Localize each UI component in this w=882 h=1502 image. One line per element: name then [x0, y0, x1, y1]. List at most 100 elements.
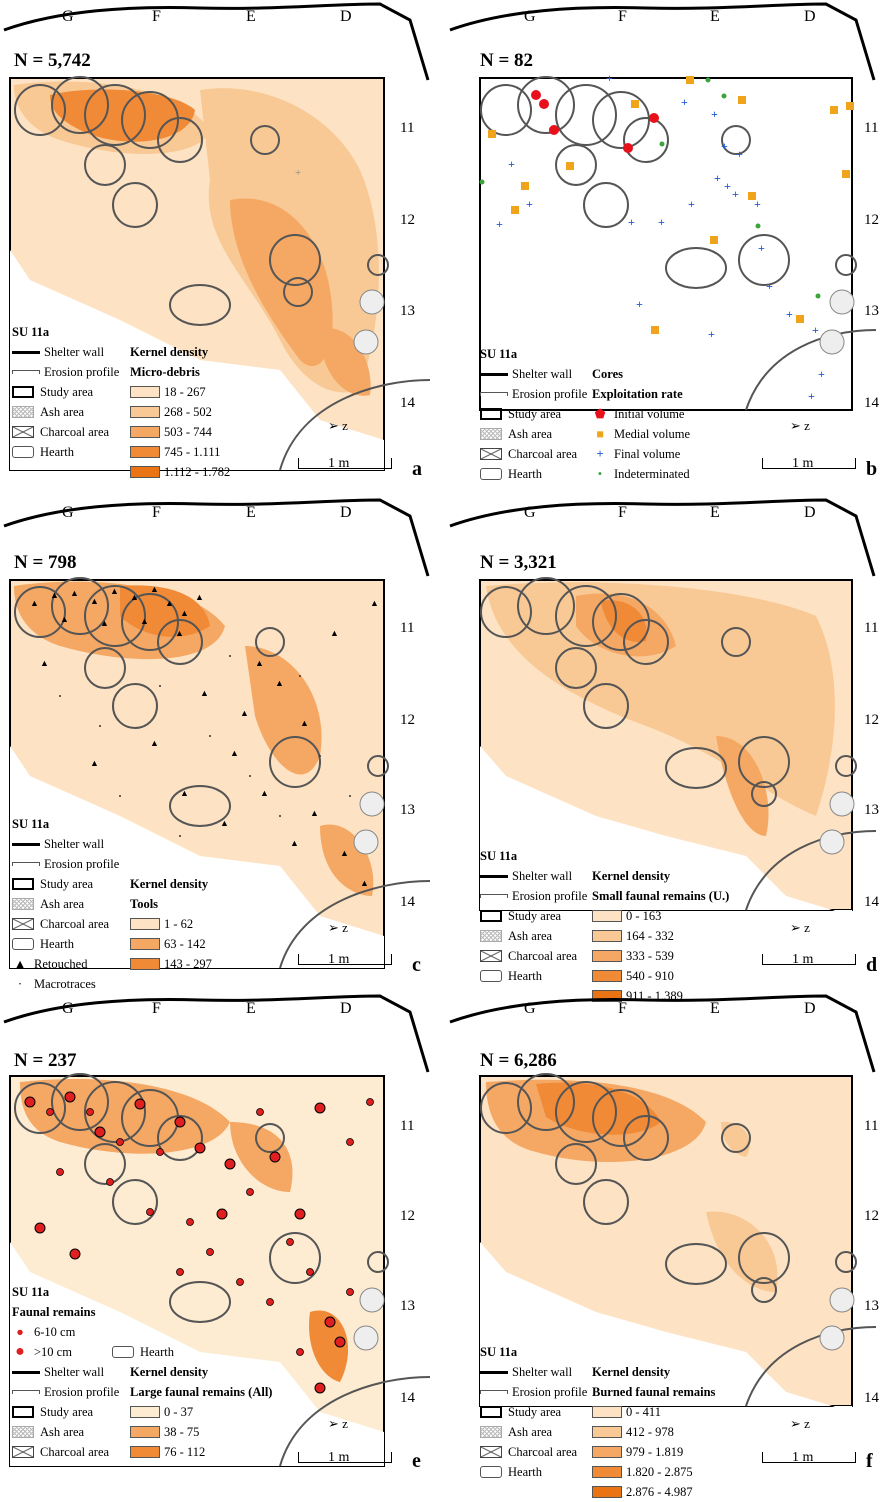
class-label: 0 - 411: [626, 1405, 661, 1419]
density-zone: [245, 646, 322, 775]
shelter-wall: [3, 994, 430, 1073]
scale-label: 1 m: [792, 1450, 814, 1465]
cores-medial: [488, 76, 854, 334]
row-label-13: 13: [864, 1298, 879, 1314]
cross-marker: +: [295, 167, 301, 179]
legend-item: Charcoal area: [40, 1445, 110, 1459]
legend-item: Erosion profile: [512, 387, 588, 401]
row-label-12: 12: [864, 1208, 879, 1224]
legend-item: Shelter wall: [512, 1365, 573, 1379]
panel-letter: e: [412, 1450, 421, 1472]
row-label-11: 11: [864, 620, 879, 636]
svg-text:▲: ▲: [130, 592, 139, 602]
row-label-11: 11: [864, 1118, 879, 1134]
svg-text:▲: ▲: [310, 808, 319, 818]
column-header-e: E: [710, 504, 720, 521]
legend-item: Ash area: [508, 1425, 553, 1439]
svg-text:+: +: [818, 367, 825, 381]
row-label-13: 13: [400, 303, 415, 319]
count-label: N = 6,286: [480, 1050, 557, 1071]
scale-bar: [298, 954, 392, 965]
legend-item: Charcoal area: [508, 949, 578, 963]
density-zone: [721, 1121, 750, 1157]
shelter-wall: [3, 498, 430, 577]
north-arrow-icon: ➢ z: [790, 1416, 810, 1431]
legend-right: Kernel density Burned faunal remains 0 -…: [592, 1362, 715, 1502]
class-label: Medial volume: [614, 427, 691, 441]
count-label: N = 3,321: [480, 552, 557, 573]
svg-text:+: +: [711, 107, 718, 121]
panel-a: + G F E D 11 12 13 14 N = 5,742 SU 11a S…: [0, 0, 436, 490]
cross-icon: +: [596, 447, 604, 461]
svg-text:▲: ▲: [90, 758, 99, 768]
retouched-tools: ▲ ▲ ▲ ▲ ▲ ▲ ▲ ▲ ▲ ▲ ▲ ▲ ▲ ▲ ▲ ▲ ▲ ▲ ▲ ▲ ▲ ▲ ▲ ▲ ▲ ▲ ▲ ▲ ▲ ▲ ▲ ▲: [30, 584, 379, 888]
legend-right: Kernel density Large faunal remains (All…: [130, 1362, 272, 1462]
legend-subtitle: Micro-debris: [130, 365, 200, 379]
shelter-wall: [449, 2, 876, 81]
column-header-e: E: [710, 8, 720, 25]
legend-item: Hearth: [508, 1465, 543, 1479]
legend-title: Kernel density: [130, 877, 209, 891]
svg-text:▲: ▲: [200, 688, 209, 698]
legend-left: SU 11a Shelter wall Erosion profile Stud…: [12, 814, 119, 994]
row-label-14: 14: [864, 894, 879, 910]
svg-text:+: +: [606, 71, 613, 85]
class-label: 412 - 978: [626, 1425, 674, 1439]
panel-e: G F E D 11 12 13 14 N = 237 SU 11a Fauna…: [0, 992, 436, 1482]
legend-item: Shelter wall: [44, 837, 105, 851]
row-label-12: 12: [864, 212, 879, 228]
legend-item: Macrotraces: [34, 977, 96, 991]
row-label-12: 12: [400, 212, 415, 228]
column-header-d: D: [340, 504, 352, 521]
north-arrow-icon: ➢ z: [790, 920, 810, 935]
legend-item: Shelter wall: [512, 869, 573, 883]
legend-item: Ash area: [40, 897, 85, 911]
svg-text:+: +: [721, 139, 728, 153]
svg-text:+: +: [658, 215, 665, 229]
panel-letter: d: [866, 954, 878, 976]
row-label-14: 14: [400, 395, 415, 411]
column-header-g: G: [62, 504, 74, 521]
svg-text:▲: ▲: [70, 588, 79, 598]
cores-initial: [531, 90, 659, 153]
column-header-g: G: [524, 8, 536, 25]
class-label: 1 - 62: [164, 917, 194, 931]
legend-title: Kernel density: [592, 869, 671, 883]
legend-item: Study area: [508, 1405, 562, 1419]
legend-item: Study area: [40, 385, 94, 399]
column-header-g: G: [524, 504, 536, 521]
class-label: 1.112 - 1.782: [164, 465, 231, 479]
density-zone: [706, 1211, 778, 1292]
legend-left: SU 11a Shelter wall Erosion profile Stud…: [480, 846, 587, 986]
unit-label: SU 11a: [12, 817, 50, 831]
legend-subtitle: Tools: [130, 897, 159, 911]
ash-area: [819, 791, 855, 855]
exterior-mask: [10, 250, 384, 470]
north-arrow-icon: ➢ z: [328, 418, 348, 433]
svg-text:▲: ▲: [340, 848, 349, 858]
svg-text:+: +: [526, 197, 533, 211]
row-label-12: 12: [864, 712, 879, 728]
count-label: N = 798: [14, 552, 77, 573]
scale-label: 1 m: [328, 1450, 350, 1465]
panel-b: + + + + + + + + + + + + + + + + + + + + + + + G F E D 11 …: [446, 0, 882, 490]
shelter-wall: [449, 498, 876, 577]
svg-text:▲: ▲: [275, 678, 284, 688]
panel-letter: b: [866, 458, 878, 480]
hearths: [14, 76, 431, 471]
legend-subtitle: Exploitation rate: [592, 387, 683, 401]
row-label-13: 13: [400, 1298, 415, 1314]
legend-right: Kernel density Tools 1 - 62 63 - 142 143…: [130, 874, 212, 974]
unit-label: SU 11a: [480, 347, 518, 361]
row-label-14: 14: [864, 395, 879, 411]
svg-text:▲: ▲: [255, 658, 264, 668]
density-zone: [716, 736, 769, 836]
pentagon-icon: ⬟: [594, 407, 606, 421]
scale-label: 1 m: [792, 952, 814, 967]
svg-text:+: +: [786, 307, 793, 321]
hearths: [14, 1073, 431, 1467]
map-b: ++++ ++++ ++++ ++++ ++++ +++: [449, 2, 877, 411]
legend-title: Cores: [592, 367, 624, 381]
svg-text:▲: ▲: [140, 616, 149, 626]
svg-text:▲: ▲: [50, 590, 59, 600]
